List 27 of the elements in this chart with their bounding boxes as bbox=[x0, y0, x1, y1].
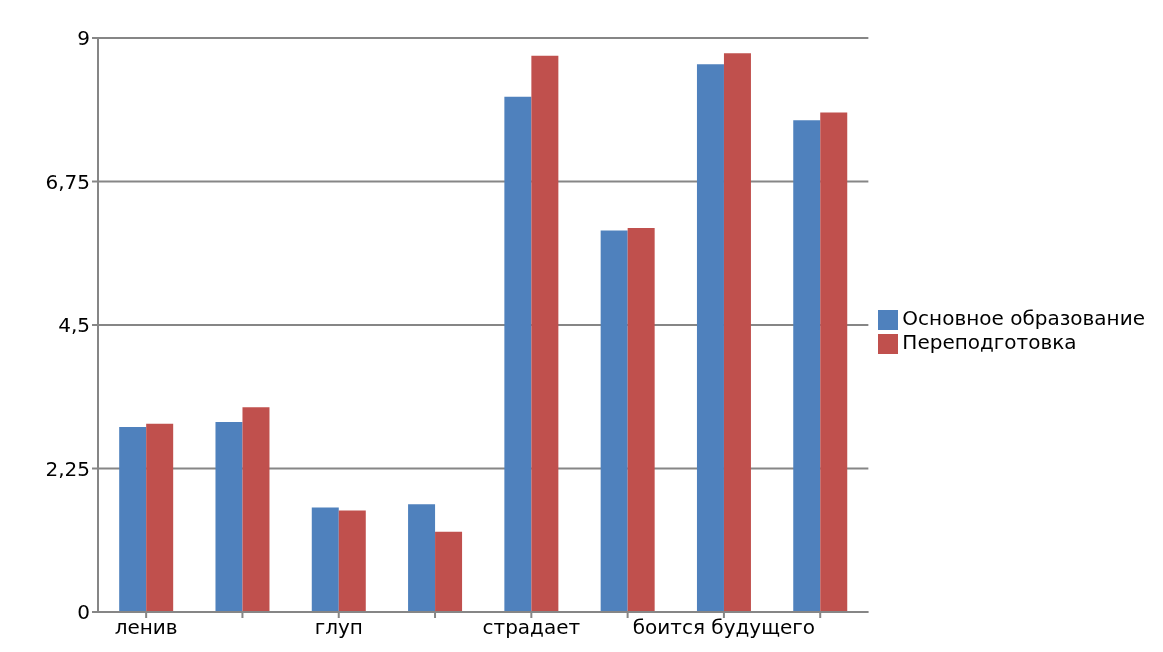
bar bbox=[696, 64, 724, 612]
y-tick-label: 6,75 bbox=[45, 169, 90, 194]
bar bbox=[242, 407, 270, 612]
bar bbox=[793, 120, 821, 612]
bar bbox=[408, 504, 436, 612]
y-tick-label: 0 bbox=[77, 600, 90, 625]
bar bbox=[627, 228, 655, 612]
bar bbox=[338, 510, 366, 612]
legend-label: Переподготовка bbox=[902, 330, 1077, 354]
x-tick-label: боится будущего bbox=[632, 615, 816, 640]
bar bbox=[531, 55, 559, 612]
bar bbox=[311, 507, 339, 612]
bar bbox=[723, 53, 751, 612]
bar bbox=[504, 96, 532, 612]
x-tick-label: глуп bbox=[314, 615, 363, 640]
y-tick-label: 4,5 bbox=[58, 313, 90, 338]
bar bbox=[146, 423, 174, 612]
bar bbox=[600, 230, 628, 612]
x-tick-label: ленив bbox=[114, 615, 178, 640]
y-tick-label: 2,25 bbox=[45, 456, 90, 481]
y-tick-label: 9 bbox=[77, 26, 90, 51]
x-tick-label: страдает bbox=[482, 615, 581, 640]
legend-label: Основное образование bbox=[902, 306, 1145, 330]
bar bbox=[435, 531, 463, 612]
bar bbox=[119, 427, 147, 612]
bar bbox=[215, 421, 243, 612]
bar bbox=[820, 112, 848, 612]
